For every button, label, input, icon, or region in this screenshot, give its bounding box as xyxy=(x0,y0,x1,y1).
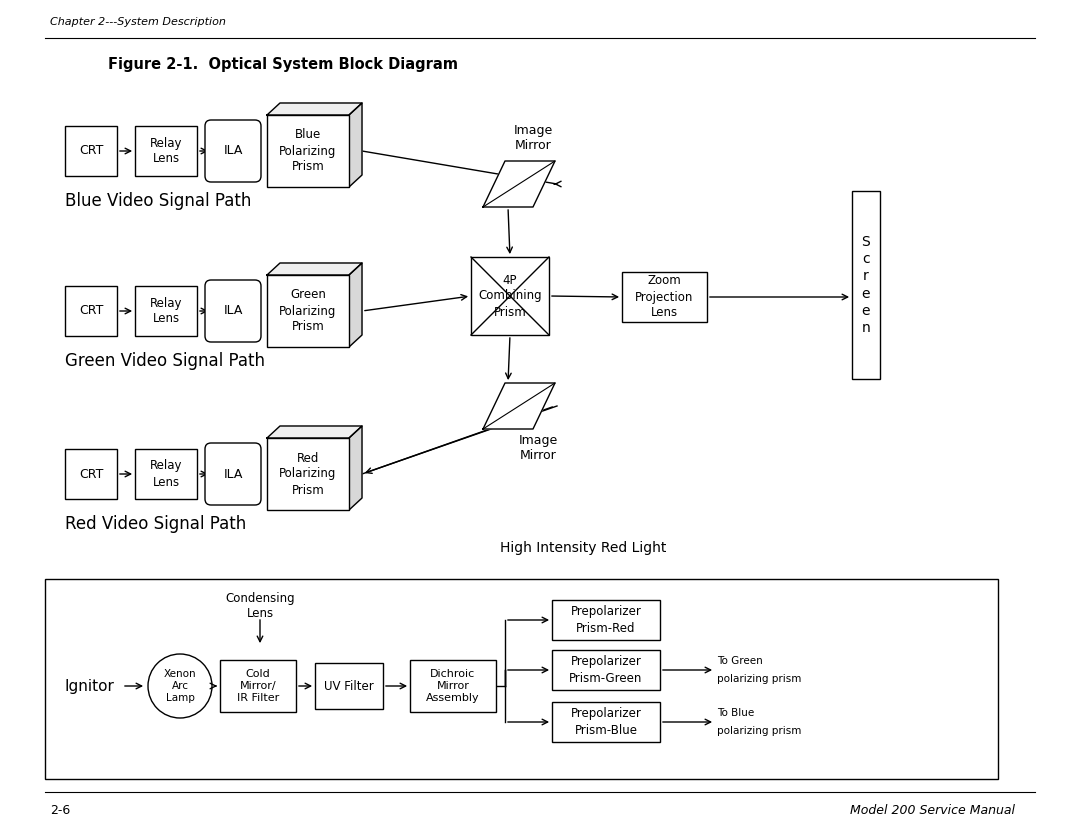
Bar xyxy=(410,660,496,712)
Text: CRT: CRT xyxy=(79,304,104,318)
Text: Relay
Lens: Relay Lens xyxy=(150,297,183,325)
Circle shape xyxy=(148,654,212,718)
Text: To Blue: To Blue xyxy=(717,708,754,718)
Text: Red
Polarizing
Prism: Red Polarizing Prism xyxy=(280,451,337,496)
Polygon shape xyxy=(483,383,555,429)
Text: High Intensity Red Light: High Intensity Red Light xyxy=(500,541,666,555)
Polygon shape xyxy=(483,161,555,207)
Bar xyxy=(45,579,998,779)
Text: Blue Video Signal Path: Blue Video Signal Path xyxy=(65,192,252,210)
FancyBboxPatch shape xyxy=(205,120,261,182)
Text: Green Video Signal Path: Green Video Signal Path xyxy=(65,352,265,370)
Text: Ignitor: Ignitor xyxy=(65,679,114,694)
Text: Image
Mirror: Image Mirror xyxy=(513,124,553,152)
Bar xyxy=(471,257,549,335)
Text: UV Filter: UV Filter xyxy=(324,680,374,692)
Polygon shape xyxy=(267,263,362,275)
Text: Green
Polarizing
Prism: Green Polarizing Prism xyxy=(280,289,337,334)
Text: ILA: ILA xyxy=(224,304,243,318)
Text: Condensing
Lens: Condensing Lens xyxy=(226,592,295,620)
Polygon shape xyxy=(349,263,362,347)
Text: Relay
Lens: Relay Lens xyxy=(150,137,183,165)
Polygon shape xyxy=(267,426,362,438)
Polygon shape xyxy=(349,103,362,187)
Bar xyxy=(622,272,707,322)
Bar xyxy=(65,126,117,176)
Bar xyxy=(65,286,117,336)
Text: Cold
Mirror/
IR Filter: Cold Mirror/ IR Filter xyxy=(237,669,279,703)
Text: Chapter 2---System Description: Chapter 2---System Description xyxy=(50,17,226,27)
Bar xyxy=(315,663,383,709)
Text: Blue
Polarizing
Prism: Blue Polarizing Prism xyxy=(280,128,337,173)
Text: polarizing prism: polarizing prism xyxy=(717,726,801,736)
Text: ILA: ILA xyxy=(224,144,243,158)
Text: Prepolarizer
Prism-Red: Prepolarizer Prism-Red xyxy=(570,605,642,635)
FancyBboxPatch shape xyxy=(205,280,261,342)
Text: Dichroic
Mirror
Assembly: Dichroic Mirror Assembly xyxy=(427,669,480,703)
Bar xyxy=(852,191,880,379)
Polygon shape xyxy=(267,103,362,115)
Polygon shape xyxy=(349,426,362,510)
Text: Red Video Signal Path: Red Video Signal Path xyxy=(65,515,246,533)
Text: Prepolarizer
Prism-Blue: Prepolarizer Prism-Blue xyxy=(570,707,642,736)
Bar xyxy=(135,449,197,499)
FancyBboxPatch shape xyxy=(205,443,261,505)
Text: Model 200 Service Manual: Model 200 Service Manual xyxy=(850,804,1015,817)
Bar xyxy=(267,115,349,187)
Bar xyxy=(552,650,660,690)
Text: polarizing prism: polarizing prism xyxy=(717,674,801,684)
Bar xyxy=(267,275,349,347)
Bar xyxy=(552,600,660,640)
Text: 2-6: 2-6 xyxy=(50,804,70,817)
Text: Relay
Lens: Relay Lens xyxy=(150,460,183,489)
Text: To Green: To Green xyxy=(717,656,762,666)
Text: S
c
r
e
e
n: S c r e e n xyxy=(862,234,870,335)
Bar xyxy=(135,286,197,336)
Text: Zoom
Projection
Lens: Zoom Projection Lens xyxy=(635,274,693,319)
Bar xyxy=(267,438,349,510)
Bar xyxy=(552,702,660,742)
Text: Figure 2-1.  Optical System Block Diagram: Figure 2-1. Optical System Block Diagram xyxy=(108,57,458,72)
Bar xyxy=(65,449,117,499)
Text: ILA: ILA xyxy=(224,468,243,480)
Text: Image
Mirror: Image Mirror xyxy=(518,434,557,462)
Bar xyxy=(135,126,197,176)
Text: CRT: CRT xyxy=(79,144,104,158)
Text: CRT: CRT xyxy=(79,468,104,480)
Text: 4P
Combining
Prism: 4P Combining Prism xyxy=(478,274,542,319)
Text: Prepolarizer
Prism-Green: Prepolarizer Prism-Green xyxy=(569,656,643,685)
Bar xyxy=(220,660,296,712)
Text: Xenon
Arc
Lamp: Xenon Arc Lamp xyxy=(164,670,197,702)
